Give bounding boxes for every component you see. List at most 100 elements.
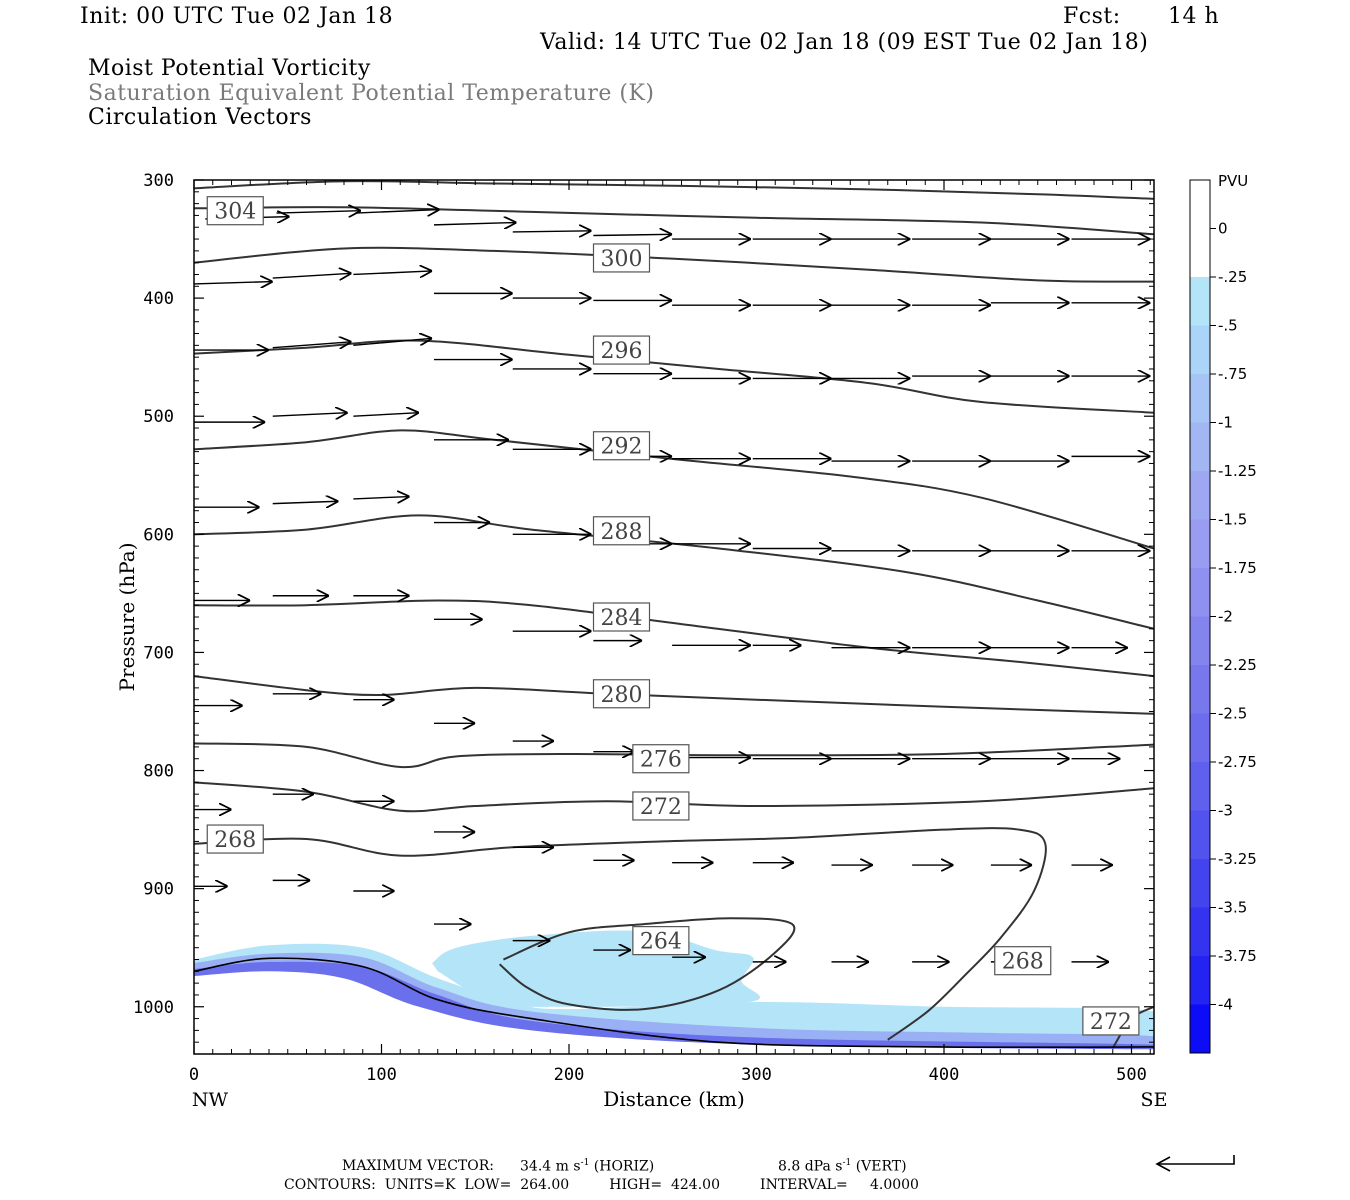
colorbar-swatch-6 <box>1190 471 1210 520</box>
contour-268-10 <box>194 827 1047 1041</box>
colorbar-swatch-14 <box>1190 859 1210 908</box>
max-vector-label: MAXIMUM VECTOR: <box>342 1158 494 1174</box>
circulation-vectors <box>193 210 1151 962</box>
colorbar-label-6: -1.5 <box>1218 511 1247 529</box>
contour-label-text: 296 <box>601 339 643 364</box>
y-axis-label: Pressure (hPa) <box>115 543 139 692</box>
x-tick-label: 100 <box>366 1065 397 1085</box>
colorbar-label-10: -2.5 <box>1218 705 1247 723</box>
colorbar: PVU 0 -.25 -.5 -.75 -1 -1.25 -1.5 -1.75 -2 -2.25 -2… <box>1189 172 1257 1054</box>
contour-label-box <box>592 431 651 461</box>
max-vector-horiz: 34.4 m s-1 (HORIZ) <box>520 1158 655 1175</box>
colorbar-label-14: -3.5 <box>1218 899 1247 917</box>
axes: 300 400 500 600 700 800 900 1000 0 100 200 300 400 50… <box>115 171 1167 1111</box>
contour-264-11 <box>498 917 796 1011</box>
colorbar-swatch-13 <box>1190 810 1210 860</box>
colorbar-swatch-3 <box>1190 325 1210 375</box>
contour-label-text: 288 <box>601 520 643 545</box>
contour-label-6: 280 <box>592 679 651 709</box>
vector-1-1 <box>272 273 352 278</box>
mpv-region-1 <box>432 930 761 1007</box>
colorbar-label-0: 0 <box>1218 220 1228 238</box>
x-tick-label: 300 <box>741 1065 772 1085</box>
contour-label-2: 296 <box>592 335 651 365</box>
x-tick-label: 200 <box>554 1065 585 1085</box>
contour-label-11: 268 <box>994 946 1052 976</box>
field-title-mpv: Moist Potential Vorticity <box>88 56 371 81</box>
x-axis-label: Distance (km) <box>603 1087 745 1111</box>
theta-es-contours <box>194 180 1154 1049</box>
contour-label-10: 264 <box>632 926 690 956</box>
contour-label-box <box>206 196 264 226</box>
max-vector-vert: 8.8 dPa s-1 (VERT) <box>778 1158 907 1175</box>
y-tick-label: 900 <box>143 880 174 900</box>
colorbar-label-3: -.75 <box>1218 365 1247 383</box>
contour-label-1: 300 <box>592 243 651 273</box>
colorbar-swatch-16 <box>1190 956 1210 1005</box>
colorbar-swatch-1 <box>1190 228 1210 278</box>
contour-label-text: 284 <box>601 606 643 631</box>
colorbar-swatch-17 <box>1190 1004 1210 1054</box>
endpoint-left-label: NW <box>192 1089 229 1111</box>
contour-label-box <box>592 243 651 273</box>
contour-label-text: 300 <box>601 247 643 272</box>
forecast-hour: 14 h <box>1168 4 1220 29</box>
init-time: Init: 00 UTC Tue 02 Jan 18 <box>80 4 394 29</box>
field-title-theta-es: Saturation Equivalent Potential Temperat… <box>88 81 655 106</box>
colorbar-swatch-5 <box>1190 422 1210 472</box>
contour-label-box <box>632 926 690 956</box>
contour-288-5 <box>194 514 1154 630</box>
vector-4-1 <box>272 501 339 503</box>
colorbar-label-13: -3.25 <box>1218 850 1257 868</box>
vector-0-5 <box>593 234 672 235</box>
contour-280-7 <box>194 675 1154 715</box>
colorbar-swatch-7 <box>1190 519 1210 569</box>
contour-272-9 <box>194 781 1154 813</box>
contour-276-8 <box>194 742 1154 769</box>
reference-vector-head <box>1155 1156 1171 1172</box>
contour-label-box <box>206 824 264 854</box>
forecast-label: Fcst: <box>1063 4 1121 29</box>
vector-0-2 <box>355 210 439 214</box>
x-tick-label: 500 <box>1116 1065 1147 1085</box>
contour-label-box <box>994 946 1052 976</box>
colorbar-label-15: -3.75 <box>1218 947 1257 965</box>
mpv-shading <box>194 930 1154 1050</box>
contour-label-box <box>592 602 651 632</box>
y-tick-label: 700 <box>143 643 174 663</box>
contour-label-box <box>1082 1006 1140 1036</box>
vector-0-4 <box>512 231 592 232</box>
vector-3-1 <box>272 413 348 417</box>
colorbar-swatch-10 <box>1190 665 1210 714</box>
contour-labels: 304 300 296 292 288 284 280 276 272 268 264 268 272 <box>206 196 1140 1036</box>
colorbar-label-7: -1.75 <box>1218 559 1257 577</box>
y-tick-label: 800 <box>143 762 174 782</box>
contour-label-5: 284 <box>592 602 651 632</box>
vector-2-1 <box>272 342 352 348</box>
contour-label-text: 268 <box>1002 950 1044 975</box>
mpv-region-3 <box>194 961 1154 1050</box>
colorbar-label-5: -1.25 <box>1218 462 1257 480</box>
colorbar-unit: PVU <box>1218 172 1248 190</box>
vector-1-2 <box>353 271 432 275</box>
contour-296-3 <box>194 339 1154 414</box>
contour-label-box <box>592 679 651 709</box>
x-tick-label: 400 <box>929 1065 960 1085</box>
reference-vector-line <box>1158 1155 1235 1165</box>
y-tick-label: 600 <box>143 525 174 545</box>
plot-frame <box>193 179 1155 1055</box>
contour-label-text: 304 <box>214 200 256 225</box>
vector-0-3 <box>433 223 517 225</box>
colorbar-swatch-4 <box>1190 374 1210 423</box>
colorbar-label-9: -2.25 <box>1218 656 1257 674</box>
colorbar-label-16: -4 <box>1218 996 1233 1014</box>
contour-label-box <box>632 791 690 821</box>
colorbar-swatch-12 <box>1190 762 1210 811</box>
mpv-region-0 <box>194 943 1154 1045</box>
contour-label-box <box>592 335 651 365</box>
contour-label-text: 276 <box>640 748 682 773</box>
colorbar-label-8: -2 <box>1218 608 1233 626</box>
vector-2-2 <box>353 338 432 347</box>
colorbar-label-12: -3 <box>1218 802 1233 820</box>
colorbar-swatch-8 <box>1190 568 1210 617</box>
